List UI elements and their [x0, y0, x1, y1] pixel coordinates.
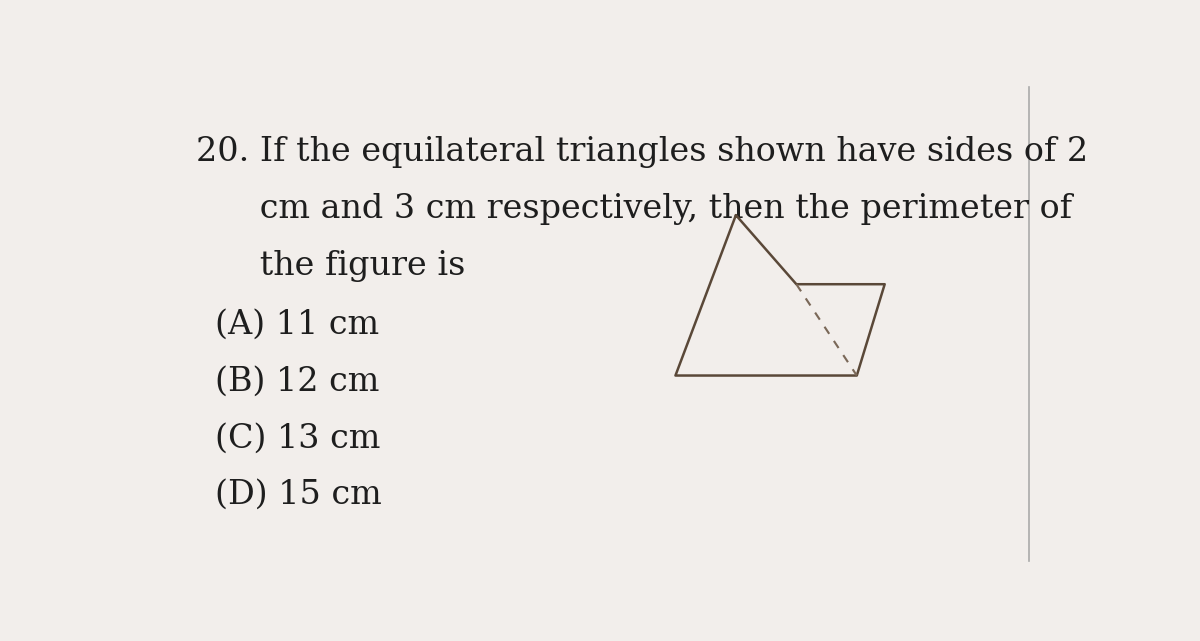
Text: (A) 11 cm: (A) 11 cm [215, 309, 379, 341]
Text: cm and 3 cm respectively, then the perimeter of: cm and 3 cm respectively, then the perim… [197, 193, 1073, 225]
Text: 20. If the equilateral triangles shown have sides of 2: 20. If the equilateral triangles shown h… [197, 136, 1088, 168]
Text: (B) 12 cm: (B) 12 cm [215, 365, 379, 397]
Text: (D) 15 cm: (D) 15 cm [215, 479, 382, 511]
Text: (C) 13 cm: (C) 13 cm [215, 422, 380, 454]
Text: the figure is: the figure is [197, 249, 466, 281]
